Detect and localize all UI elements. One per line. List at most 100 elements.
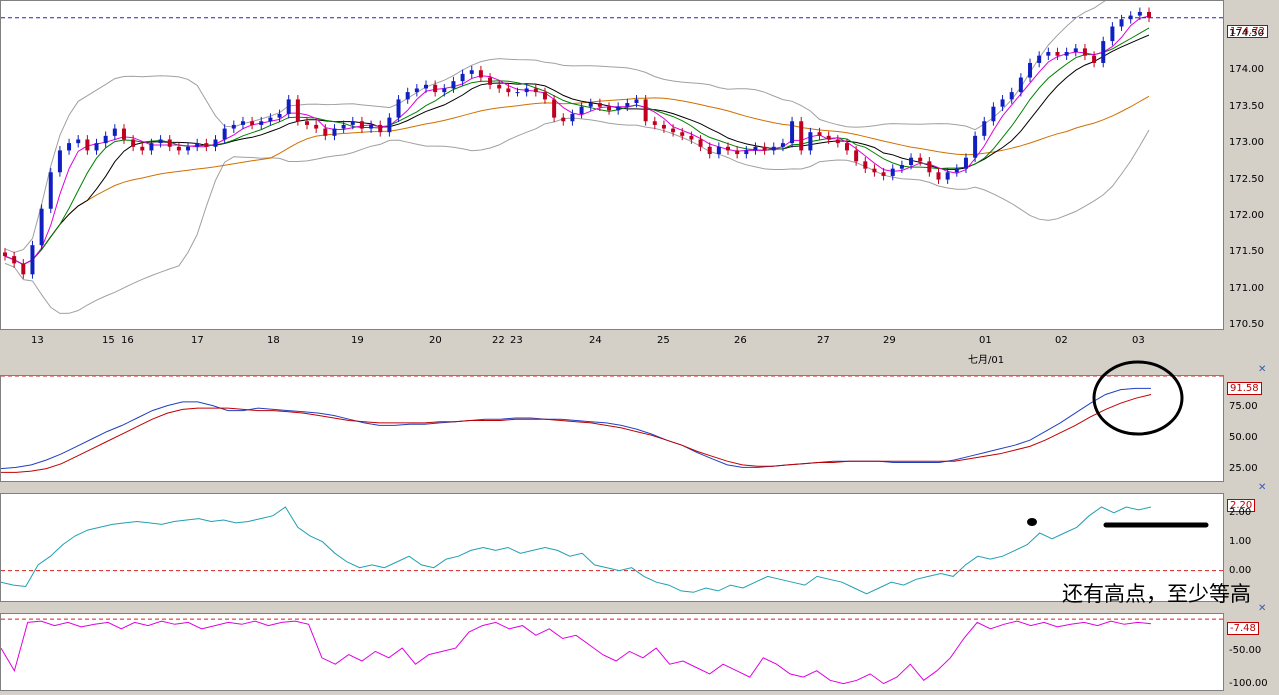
candle-body [817, 132, 822, 136]
candle-body [707, 146, 712, 155]
price-y-tick: 170.50 [1229, 319, 1264, 331]
stoch-chart-svg [1, 376, 1223, 473]
candle-body [378, 124, 383, 133]
price-y-tick: 173.00 [1229, 137, 1264, 149]
candle-body [963, 157, 968, 169]
x-tick: 25 [657, 335, 670, 346]
candle-body [131, 139, 136, 147]
candle-body [231, 124, 236, 129]
candle-body [991, 106, 996, 122]
x-tick: 17 [191, 335, 204, 346]
candle-body [744, 150, 749, 155]
series-line-1 [1, 387, 1151, 470]
candle-body [30, 245, 35, 275]
price-y-tick: 174.00 [1229, 64, 1264, 76]
price-chart-pane[interactable] [0, 0, 1224, 330]
x-tick: 19 [351, 335, 364, 346]
y-tick: -50.00 [1229, 645, 1262, 657]
wr-chart-svg [1, 618, 1223, 685]
stoch-last-label: 91.58 [1227, 382, 1262, 395]
candle-body [1055, 52, 1060, 56]
candle-body [442, 88, 447, 93]
x-tick: 02 [1055, 335, 1068, 346]
candle-body [1064, 52, 1069, 56]
candle-body [158, 139, 163, 144]
candle-body [250, 121, 255, 125]
stoch-pane[interactable] [0, 375, 1224, 482]
candle-body [305, 121, 310, 125]
candle-body [414, 88, 419, 93]
candle-body [39, 208, 44, 246]
candle-body [314, 124, 319, 129]
candle-body [1101, 41, 1106, 63]
x-tick: 15 [102, 335, 115, 346]
candle-body [149, 143, 154, 151]
candle-body [21, 263, 26, 275]
y-tick: 0.00 [1229, 564, 1252, 576]
annotation-note: 还有高点，至少等高 [1062, 582, 1251, 606]
candle-body [652, 121, 657, 125]
candle-body [1082, 48, 1087, 56]
last-price-label: 174.72 [1227, 25, 1268, 38]
candle-body [927, 161, 932, 173]
candle-body [570, 113, 575, 122]
candle-body [286, 99, 291, 114]
candle-body [881, 172, 886, 176]
candle-body [1028, 62, 1033, 78]
price-y-tick: 172.00 [1229, 210, 1264, 222]
candle-body [1110, 26, 1115, 42]
x-tick: 22 [492, 335, 505, 346]
candle-body [542, 92, 547, 100]
candle-body [48, 172, 53, 209]
candle-body [661, 124, 666, 129]
candle-body [488, 77, 493, 85]
price-y-tick: 171.00 [1229, 282, 1264, 294]
candle-body [103, 135, 108, 144]
candle-body [213, 139, 218, 147]
candle-body [918, 157, 923, 162]
candle-body [94, 143, 99, 151]
candle-body [112, 128, 117, 136]
osc-pane[interactable] [0, 493, 1224, 602]
candle-body [506, 88, 511, 93]
ma-short [4, 27, 1150, 266]
candle-body [716, 146, 721, 155]
candle-body [3, 252, 7, 257]
candle-body [1037, 55, 1042, 63]
candle-body [469, 70, 474, 74]
close-icon[interactable]: ✕ [1258, 364, 1267, 375]
candle-body [607, 106, 612, 111]
candle-body [405, 92, 410, 100]
x-tick: 27 [817, 335, 830, 346]
candle-body [890, 168, 895, 176]
candle-body [671, 128, 676, 133]
candle-body [12, 256, 17, 264]
candle-body [451, 81, 456, 89]
candle-body [698, 139, 703, 147]
candle-body [1046, 52, 1051, 56]
candle-body [1119, 19, 1124, 27]
bollinger-upper [4, 1, 1106, 254]
close-icon[interactable]: ✕ [1258, 482, 1267, 493]
candle-body [680, 132, 685, 136]
candle-body [973, 135, 978, 158]
candle-body [753, 146, 758, 151]
y-tick: 1.00 [1229, 535, 1252, 547]
x-tick: 16 [121, 335, 134, 346]
candle-body [863, 161, 868, 169]
candle-body [826, 135, 831, 140]
x-tick: 13 [31, 335, 44, 346]
price-chart-svg [1, 1, 1223, 314]
candle-body [835, 139, 840, 144]
wr-pane[interactable] [0, 613, 1224, 691]
candle-body [478, 70, 483, 78]
candle-body [76, 139, 81, 144]
candle-body [808, 132, 813, 151]
candle-body [597, 103, 602, 107]
candle-body [643, 99, 648, 122]
close-icon[interactable]: ✕ [1258, 603, 1267, 614]
candle-body [423, 84, 428, 89]
candle-body [195, 143, 200, 147]
candle-body [762, 146, 767, 151]
candle-body [726, 146, 731, 151]
